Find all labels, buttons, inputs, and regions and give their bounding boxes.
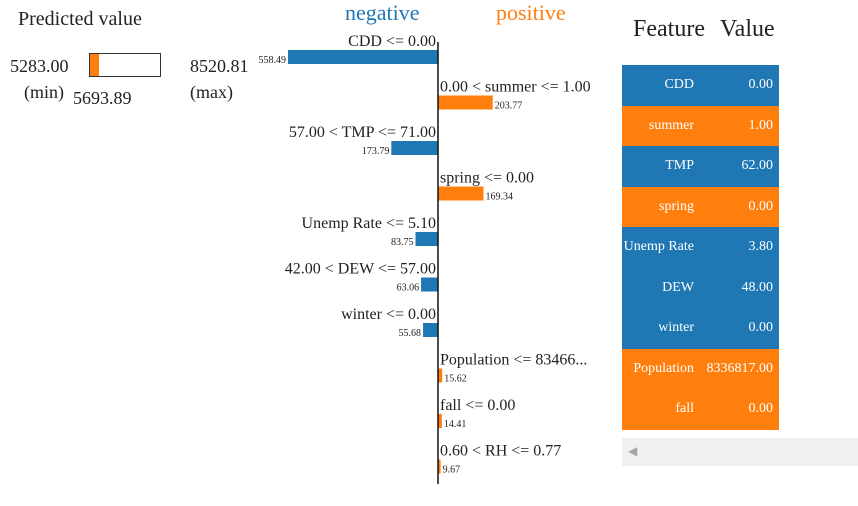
bar-label-2: 57.00 < TMP <= 71.00 xyxy=(289,124,436,141)
bar-8 xyxy=(438,414,442,428)
table-row: summer 1.00 xyxy=(622,105,779,146)
bar-value-3: 169.34 xyxy=(485,192,513,203)
table-row: spring 0.00 xyxy=(622,186,779,227)
bar-value-5: 63.06 xyxy=(397,283,420,294)
bar-label-3: spring <= 0.00 xyxy=(440,170,534,187)
predicted-value-bar xyxy=(89,53,161,77)
scroll-left-arrow-icon[interactable]: ◀ xyxy=(628,444,638,458)
value-cell: 0.00 xyxy=(748,401,774,417)
bar-2 xyxy=(391,141,438,155)
feature-cell: spring xyxy=(659,198,694,214)
bar-5 xyxy=(421,277,438,292)
table-row: Unemp Rate 3.80 xyxy=(622,227,779,268)
bar-value-1: 203.77 xyxy=(495,101,523,112)
bar-7 xyxy=(438,368,443,383)
value-cell: 62.00 xyxy=(741,158,774,174)
value-cell: 3.80 xyxy=(748,239,774,255)
bar-3 xyxy=(438,186,484,201)
feature-cell: Population xyxy=(633,360,694,376)
feature-cell: DEW xyxy=(662,279,694,295)
contribution-chart: negative positive CDD <= 0.00 558.49 0.00 < … xyxy=(259,0,590,484)
table-header-value: Value xyxy=(720,16,775,42)
bar-label-1: 0.00 < summer <= 1.00 xyxy=(440,79,590,96)
bar-value-7: 15.62 xyxy=(444,374,467,385)
feature-cell: fall xyxy=(675,401,694,417)
table-row: DEW 48.00 xyxy=(622,267,779,308)
bar-label-9: 0.60 < RH <= 0.77 xyxy=(440,443,561,460)
feature-cell: Unemp Rate xyxy=(623,239,694,255)
bar-0 xyxy=(288,50,438,64)
max-label: (max) xyxy=(190,82,233,102)
bar-value-8: 14.41 xyxy=(444,419,467,430)
negative-column-label: negative xyxy=(345,0,420,25)
bar-value-6: 55.68 xyxy=(399,328,422,339)
bar-6 xyxy=(423,323,438,337)
predicted-value: 5693.89 xyxy=(73,88,132,108)
bar-value-9: 9.67 xyxy=(443,465,461,476)
bar-label-0: CDD <= 0.00 xyxy=(348,33,436,50)
feature-value-table: CDD 0.00 summer 1.00 TMP 62.00 spring 0.00 Unemp… xyxy=(622,65,779,430)
bar-value-2: 173.79 xyxy=(362,146,390,157)
table-header-feature: Feature xyxy=(633,16,705,42)
table-row: TMP 62.00 xyxy=(622,146,779,187)
value-cell: 8336817.00 xyxy=(706,360,774,376)
value-cell: 1.00 xyxy=(748,117,774,133)
feature-cell: CDD xyxy=(664,77,694,93)
bar-value-0: 558.49 xyxy=(259,55,287,66)
value-cell: 48.00 xyxy=(741,279,774,295)
bar-label-7: Population <= 83466... xyxy=(440,352,587,369)
value-cell: 0.00 xyxy=(748,77,774,93)
max-value: 8520.81 xyxy=(190,56,249,76)
value-cell: 0.00 xyxy=(748,320,774,336)
table-row: CDD 0.00 xyxy=(622,65,779,106)
min-value: 5283.00 xyxy=(10,56,69,76)
bar-label-8: fall <= 0.00 xyxy=(440,397,515,414)
table-row: winter 0.00 xyxy=(622,308,779,349)
predicted-value-title: Predicted value xyxy=(18,8,142,30)
bar-4 xyxy=(415,232,438,246)
feature-cell: summer xyxy=(648,117,694,133)
feature-cell: TMP xyxy=(665,158,694,174)
bar-label-4: Unemp Rate <= 5.10 xyxy=(302,215,436,232)
table-row: fall 0.00 xyxy=(622,389,779,430)
horizontal-scrollbar[interactable]: ◀ xyxy=(622,438,858,466)
positive-column-label: positive xyxy=(496,0,566,25)
bar-1 xyxy=(438,95,493,110)
bar-value-4: 83.75 xyxy=(391,237,414,248)
feature-cell: winter xyxy=(658,320,694,336)
bar-label-6: winter <= 0.00 xyxy=(341,306,436,323)
value-cell: 0.00 xyxy=(748,198,774,214)
predicted-value-fill xyxy=(90,54,99,76)
table-row: Population 8336817.00 xyxy=(622,348,779,389)
min-label: (min) xyxy=(24,82,64,102)
bar-9 xyxy=(438,459,441,474)
bar-label-5: 42.00 < DEW <= 57.00 xyxy=(285,261,436,278)
